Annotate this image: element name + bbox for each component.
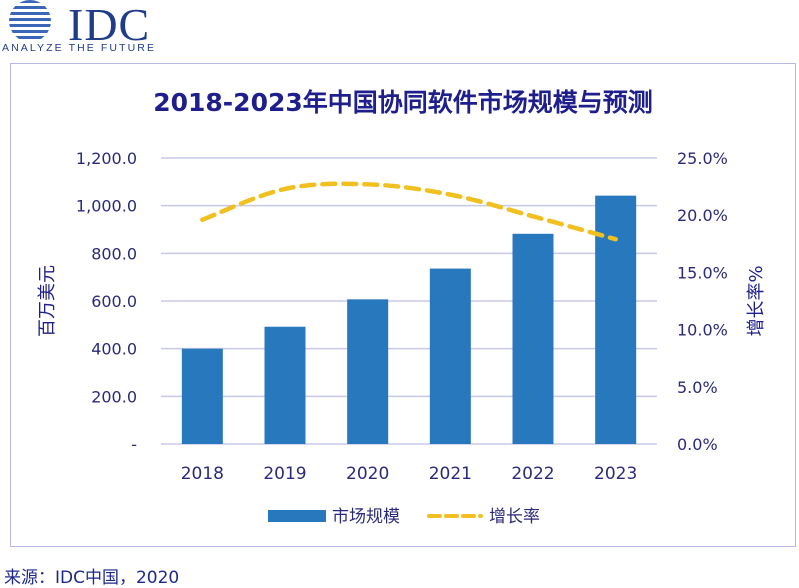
bar (265, 327, 306, 444)
bar (347, 299, 388, 444)
bar (430, 269, 471, 444)
y2-tick-label: 20.0% (677, 206, 728, 225)
y2-axis-label: 增长率% (746, 265, 767, 336)
gridlines (161, 158, 657, 444)
y-tick-label: 1,000.0 (76, 197, 137, 216)
source-note: 来源：IDC中国，2020 (4, 563, 179, 588)
legend-bar-label: 市场规模 (332, 507, 400, 527)
y-tick-label: 1,200.0 (76, 149, 137, 168)
y2-tick-label: 25.0% (677, 149, 728, 168)
idc-logo: IDC ANALYZE THE FUTURE (0, 0, 170, 60)
x-tick-label: 2019 (263, 464, 306, 484)
legend-bar-swatch (268, 510, 326, 522)
y-axis-ticks: - 200.0 400.0 600.0 800.0 1,000.0 1,200.0 (76, 149, 137, 454)
chart-svg: 2018-2023年中国协同软件市场规模与预测 - 200.0 400.0 600.0… (11, 64, 795, 546)
y-axis-label: 百万美元 (37, 265, 58, 337)
x-tick-label: 2021 (429, 464, 472, 484)
logo-tagline: ANALYZE THE FUTURE (2, 42, 156, 54)
line-series (202, 184, 616, 240)
y-tick-label: - (131, 435, 137, 454)
growth-rate-line (202, 184, 615, 239)
y2-tick-label: 15.0% (677, 263, 728, 282)
chart-panel: 2018-2023年中国协同软件市场规模与预测 - 200.0 400.0 600.0… (10, 63, 796, 547)
legend: 市场规模 增长率 (268, 507, 540, 527)
y-tick-label: 600.0 (91, 292, 137, 311)
x-tick-label: 2020 (346, 464, 389, 484)
bar (513, 234, 554, 444)
y2-tick-label: 10.0% (677, 321, 728, 340)
bar (182, 349, 223, 444)
x-tick-label: 2018 (181, 464, 224, 484)
bar-series (182, 196, 636, 444)
y2-tick-label: 5.0% (677, 378, 718, 397)
x-tick-label: 2022 (511, 464, 554, 484)
x-axis-ticks: 2018 2019 2020 2021 2022 2023 (181, 464, 638, 484)
y2-tick-label: 0.0% (677, 435, 718, 454)
y-tick-label: 400.0 (91, 340, 137, 359)
globe-icon (0, 0, 66, 44)
y-tick-label: 800.0 (91, 244, 137, 263)
y2-axis-ticks: 0.0% 5.0% 10.0% 15.0% 20.0% 25.0% (677, 149, 728, 454)
x-tick-label: 2023 (594, 464, 637, 484)
y-tick-label: 200.0 (91, 387, 137, 406)
legend-line-label: 增长率 (489, 507, 540, 527)
chart-title: 2018-2023年中国协同软件市场规模与预测 (153, 88, 653, 117)
